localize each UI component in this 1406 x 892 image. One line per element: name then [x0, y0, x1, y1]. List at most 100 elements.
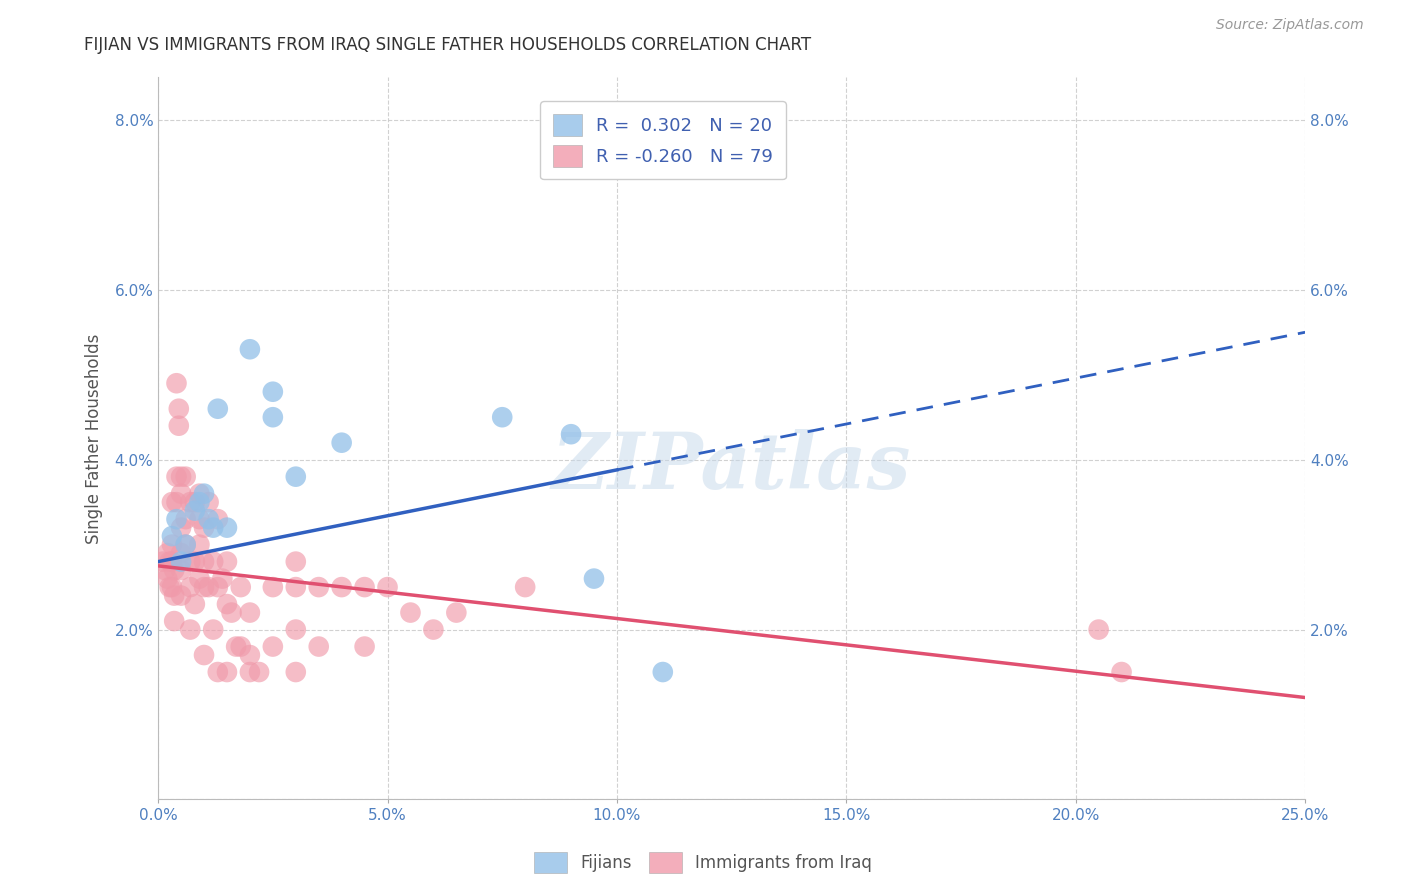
Point	[159, 555, 181, 569]
Point	[156, 572, 179, 586]
Point	[166, 495, 188, 509]
Point	[184, 503, 207, 517]
Point	[239, 665, 262, 679]
Point	[262, 580, 284, 594]
Point	[353, 640, 375, 654]
Point	[582, 572, 605, 586]
Point	[422, 623, 444, 637]
Point	[193, 486, 215, 500]
Point	[221, 606, 243, 620]
Y-axis label: Single Father Households: Single Father Households	[86, 334, 103, 543]
Point	[239, 343, 262, 357]
Point	[239, 606, 262, 620]
Point	[152, 555, 174, 569]
Point	[262, 640, 284, 654]
Text: FIJIAN VS IMMIGRANTS FROM IRAQ SINGLE FATHER HOUSEHOLDS CORRELATION CHART: FIJIAN VS IMMIGRANTS FROM IRAQ SINGLE FA…	[84, 36, 811, 54]
Point	[239, 648, 262, 662]
Point	[193, 580, 215, 594]
Point	[215, 555, 238, 569]
Point	[330, 435, 353, 450]
Point	[377, 580, 399, 594]
Point	[188, 495, 211, 509]
Point	[229, 640, 252, 654]
Point	[193, 648, 215, 662]
Point	[188, 538, 211, 552]
Point	[197, 580, 219, 594]
Point	[179, 623, 201, 637]
Point	[160, 529, 183, 543]
Point	[262, 410, 284, 425]
Point	[247, 665, 270, 679]
Point	[284, 555, 307, 569]
Point	[308, 580, 330, 594]
Point	[197, 512, 219, 526]
Point	[156, 546, 179, 560]
Point	[188, 572, 211, 586]
Point	[215, 665, 238, 679]
Point	[207, 401, 229, 416]
Point	[651, 665, 673, 679]
Point	[184, 555, 207, 569]
Point	[166, 469, 188, 483]
Point	[179, 555, 201, 569]
Point	[170, 521, 193, 535]
Point	[308, 640, 330, 654]
Point	[184, 597, 207, 611]
Point	[197, 495, 219, 509]
Point	[193, 521, 215, 535]
Point	[153, 563, 176, 577]
Text: Source: ZipAtlas.com: Source: ZipAtlas.com	[1216, 18, 1364, 32]
Point	[284, 665, 307, 679]
Point	[160, 495, 183, 509]
Point	[163, 563, 186, 577]
Point	[202, 623, 225, 637]
Point	[207, 512, 229, 526]
Point	[262, 384, 284, 399]
Point	[174, 469, 197, 483]
Point	[170, 546, 193, 560]
Point	[166, 512, 188, 526]
Point	[167, 401, 190, 416]
Point	[1087, 623, 1109, 637]
Point	[174, 512, 197, 526]
Point	[446, 606, 468, 620]
Point	[179, 580, 201, 594]
Point	[170, 589, 193, 603]
Point	[215, 597, 238, 611]
Point	[193, 555, 215, 569]
Point	[174, 538, 197, 552]
Legend: Fijians, Immigrants from Iraq: Fijians, Immigrants from Iraq	[527, 846, 879, 880]
Point	[159, 580, 181, 594]
Point	[515, 580, 537, 594]
Point	[207, 580, 229, 594]
Point	[188, 486, 211, 500]
Point	[167, 418, 190, 433]
Point	[284, 580, 307, 594]
Point	[211, 572, 233, 586]
Point	[1111, 665, 1133, 679]
Point	[284, 469, 307, 483]
Point	[160, 580, 183, 594]
Point	[353, 580, 375, 594]
Point	[491, 410, 513, 425]
Point	[284, 623, 307, 637]
Point	[163, 589, 186, 603]
Point	[215, 521, 238, 535]
Point	[202, 521, 225, 535]
Point	[399, 606, 422, 620]
Point	[330, 580, 353, 594]
Point	[160, 555, 183, 569]
Point	[174, 538, 197, 552]
Point	[229, 580, 252, 594]
Point	[225, 640, 247, 654]
Point	[179, 495, 201, 509]
Point	[170, 563, 193, 577]
Point	[170, 555, 193, 569]
Point	[560, 427, 582, 442]
Point	[170, 469, 193, 483]
Legend: R =  0.302   N = 20, R = -0.260   N = 79: R = 0.302 N = 20, R = -0.260 N = 79	[540, 101, 786, 179]
Point	[163, 614, 186, 628]
Point	[166, 376, 188, 391]
Point	[184, 495, 207, 509]
Point	[202, 555, 225, 569]
